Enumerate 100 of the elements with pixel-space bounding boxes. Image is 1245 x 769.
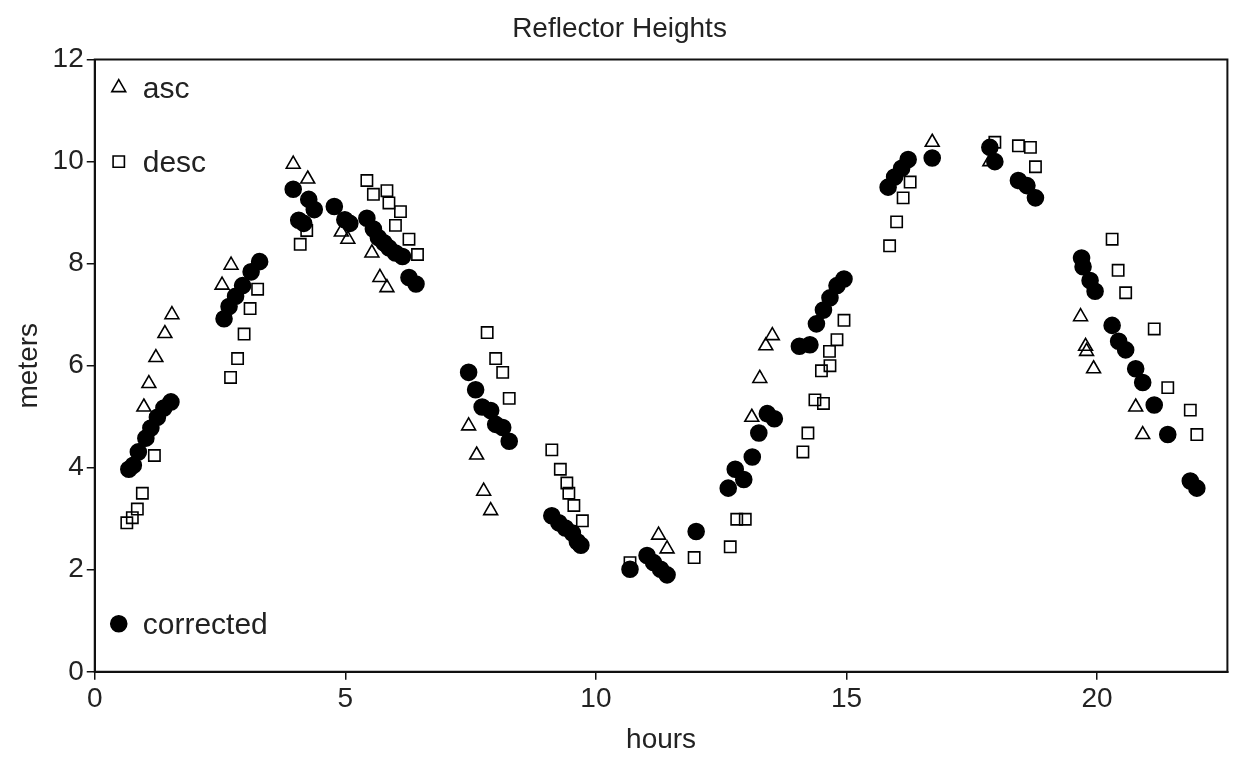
point bbox=[340, 230, 356, 244]
point bbox=[808, 393, 822, 407]
point bbox=[480, 326, 494, 339]
point bbox=[1161, 381, 1175, 395]
point bbox=[830, 333, 844, 347]
point bbox=[394, 205, 407, 219]
point bbox=[120, 516, 134, 530]
point bbox=[251, 282, 265, 296]
point bbox=[1190, 428, 1204, 442]
x-tick-label: 5 bbox=[337, 682, 354, 714]
point bbox=[823, 359, 837, 373]
y-axis-title: meters bbox=[11, 322, 43, 409]
point bbox=[482, 501, 499, 516]
point bbox=[231, 352, 245, 366]
point bbox=[1183, 403, 1197, 417]
point bbox=[372, 268, 388, 283]
point bbox=[411, 248, 424, 261]
point bbox=[764, 326, 781, 341]
x-tick-label: 20 bbox=[1081, 682, 1113, 714]
point bbox=[475, 482, 492, 496]
point bbox=[560, 476, 574, 490]
point bbox=[890, 215, 904, 229]
point bbox=[545, 443, 559, 457]
point bbox=[148, 348, 164, 363]
point bbox=[293, 237, 307, 251]
y-tick-label: 0 bbox=[68, 654, 84, 686]
point bbox=[752, 369, 768, 384]
point bbox=[1105, 232, 1119, 246]
point bbox=[379, 278, 395, 293]
point bbox=[157, 324, 173, 339]
legend-label: asc bbox=[142, 70, 190, 104]
y-tick-label: 10 bbox=[52, 144, 84, 176]
point bbox=[801, 426, 815, 440]
y-tick-label: 2 bbox=[68, 552, 84, 584]
point bbox=[562, 486, 576, 500]
point bbox=[460, 417, 477, 431]
point bbox=[988, 135, 1002, 149]
point bbox=[502, 391, 516, 405]
point bbox=[380, 184, 394, 198]
point bbox=[164, 305, 180, 320]
point bbox=[1072, 307, 1089, 322]
point bbox=[388, 218, 402, 232]
point bbox=[723, 540, 737, 554]
point bbox=[567, 499, 581, 512]
y-tick-label: 6 bbox=[68, 348, 84, 380]
point bbox=[659, 540, 675, 554]
point bbox=[883, 239, 897, 253]
point bbox=[553, 462, 567, 476]
point bbox=[1011, 139, 1025, 153]
point bbox=[125, 511, 139, 525]
point bbox=[141, 374, 157, 389]
point bbox=[130, 502, 144, 516]
point bbox=[1147, 322, 1161, 336]
point bbox=[817, 397, 830, 410]
y-tick-label: 8 bbox=[68, 246, 84, 278]
legend-label: desc bbox=[142, 144, 207, 178]
point bbox=[382, 196, 396, 210]
point bbox=[147, 449, 161, 462]
point bbox=[214, 276, 230, 290]
x-tick-label: 10 bbox=[580, 682, 612, 714]
legend-label: corrected bbox=[142, 607, 268, 641]
point bbox=[360, 174, 374, 187]
point bbox=[1085, 359, 1102, 374]
point bbox=[402, 232, 416, 246]
point bbox=[224, 370, 238, 384]
point bbox=[300, 170, 316, 184]
point bbox=[924, 133, 940, 148]
point bbox=[575, 514, 589, 528]
point bbox=[744, 408, 760, 423]
point bbox=[364, 244, 380, 258]
point bbox=[903, 175, 917, 189]
point bbox=[1078, 342, 1095, 357]
x-axis-title: hours bbox=[626, 722, 697, 754]
point bbox=[135, 486, 149, 500]
y-tick-label: 4 bbox=[68, 450, 84, 482]
point bbox=[730, 512, 744, 526]
point bbox=[1077, 337, 1094, 352]
point bbox=[496, 365, 510, 379]
point bbox=[1119, 286, 1133, 300]
point bbox=[814, 364, 828, 378]
point bbox=[758, 337, 774, 351]
point bbox=[823, 344, 836, 358]
point bbox=[738, 512, 752, 526]
point bbox=[468, 446, 485, 460]
point bbox=[1028, 160, 1042, 174]
chart-title: Reflector Heights bbox=[512, 11, 727, 43]
point bbox=[366, 187, 380, 201]
point bbox=[896, 191, 910, 205]
point bbox=[687, 551, 701, 564]
point bbox=[1127, 398, 1144, 412]
point bbox=[489, 352, 503, 366]
point bbox=[285, 155, 301, 169]
point bbox=[243, 302, 257, 316]
point bbox=[136, 398, 152, 412]
y-tick-label: 12 bbox=[52, 42, 84, 74]
point bbox=[1111, 263, 1125, 277]
point bbox=[1134, 425, 1151, 440]
point bbox=[837, 313, 851, 327]
point bbox=[650, 526, 667, 540]
point bbox=[237, 327, 251, 341]
